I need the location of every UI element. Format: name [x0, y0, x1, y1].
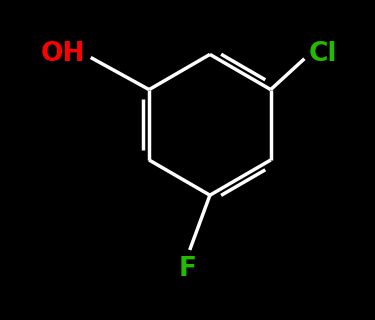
Text: F: F	[178, 256, 196, 282]
Text: OH: OH	[40, 41, 85, 68]
Text: Cl: Cl	[309, 41, 338, 68]
